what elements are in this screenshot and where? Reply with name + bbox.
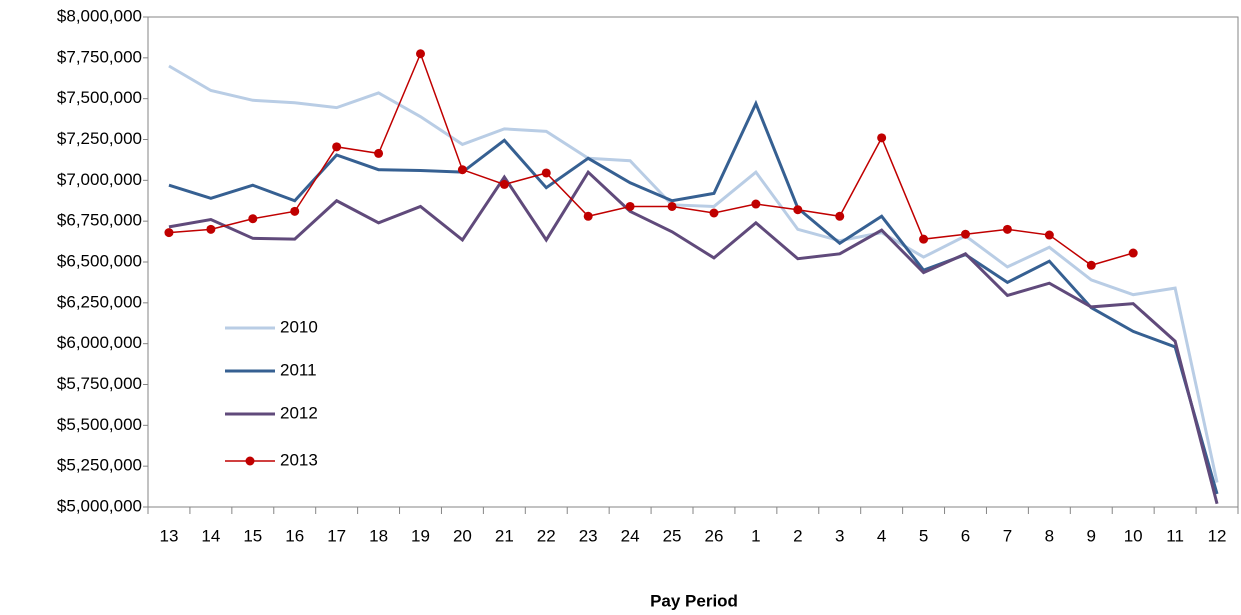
series-marker <box>835 211 845 221</box>
series-marker <box>625 201 635 211</box>
y-tick-label: $6,000,000 <box>57 333 142 352</box>
series-marker <box>667 201 677 211</box>
y-tick-label: $7,250,000 <box>57 129 142 148</box>
series-line <box>168 169 1219 505</box>
series-marker <box>457 165 467 175</box>
x-tick-label: 18 <box>369 526 388 545</box>
series-marker <box>793 205 803 215</box>
x-tick-label: 24 <box>621 526 640 545</box>
x-tick-label: 2 <box>793 526 802 545</box>
y-tick-label: $5,250,000 <box>57 456 142 475</box>
x-tick-label: 16 <box>285 526 304 545</box>
series-marker <box>248 214 258 224</box>
series-marker <box>290 206 300 216</box>
x-tick-label: 25 <box>663 526 682 545</box>
legend-marker <box>245 456 255 466</box>
x-tick-label: 9 <box>1087 526 1096 545</box>
y-tick-label: $5,000,000 <box>57 496 142 515</box>
plot-area <box>147 16 1239 508</box>
x-tick-label: 23 <box>579 526 598 545</box>
y-tick-label: $6,250,000 <box>57 292 142 311</box>
legend-label: 2012 <box>280 403 318 422</box>
y-tick-label: $8,000,000 <box>57 6 142 25</box>
series-line <box>168 51 1134 267</box>
y-tick-label: $5,500,000 <box>57 415 142 434</box>
x-tick-label: 21 <box>495 526 514 545</box>
series-line <box>168 99 1219 495</box>
series-marker <box>877 133 887 143</box>
x-tick-label: 4 <box>877 526 886 545</box>
series-marker <box>709 208 719 218</box>
x-tick-label: 6 <box>961 526 970 545</box>
series-marker <box>961 229 970 239</box>
x-tick-label: 13 <box>160 526 179 545</box>
x-tick-label: 22 <box>537 526 556 545</box>
x-axis-label: Pay Period <box>650 591 738 610</box>
x-tick-label: 3 <box>835 526 844 545</box>
y-tick-label: $7,000,000 <box>57 170 142 189</box>
series-marker <box>583 211 593 221</box>
series-marker <box>416 49 425 59</box>
x-tick-label: 1 <box>751 526 760 545</box>
x-tick-label: 5 <box>919 526 928 545</box>
x-tick-label: 26 <box>705 526 724 545</box>
series-marker <box>1044 230 1054 240</box>
x-tick-label: 7 <box>1003 526 1012 545</box>
x-tick-label: 11 <box>1166 526 1184 545</box>
series-marker <box>374 148 384 158</box>
x-tick-label: 10 <box>1124 526 1143 545</box>
y-tick-label: $5,750,000 <box>57 374 142 393</box>
y-tick-label: $7,500,000 <box>57 88 142 107</box>
series-marker <box>541 168 551 178</box>
y-tick-label: $6,750,000 <box>57 211 142 230</box>
series-marker <box>332 142 342 152</box>
series-marker <box>164 228 174 238</box>
y-tick-label: $6,500,000 <box>57 251 142 270</box>
series-marker <box>499 179 509 189</box>
series-marker <box>206 224 216 234</box>
series-marker <box>1128 248 1138 258</box>
legend-label: 2013 <box>280 450 318 469</box>
series-marker <box>1086 260 1096 270</box>
series-marker <box>751 199 761 209</box>
legend-label: 2011 <box>280 360 317 379</box>
y-tick-label: $7,750,000 <box>57 47 142 66</box>
legend-label: 2010 <box>280 317 318 336</box>
x-tick-label: 17 <box>327 526 346 545</box>
series-marker <box>1002 224 1012 234</box>
x-tick-label: 14 <box>201 526 220 545</box>
x-tick-label: 12 <box>1208 526 1227 545</box>
series-marker <box>919 234 929 244</box>
x-tick-label: 19 <box>411 526 430 545</box>
x-tick-label: 15 <box>243 526 262 545</box>
x-tick-label: 8 <box>1045 526 1054 545</box>
series-line <box>168 64 1219 483</box>
x-tick-label: 20 <box>453 526 472 545</box>
